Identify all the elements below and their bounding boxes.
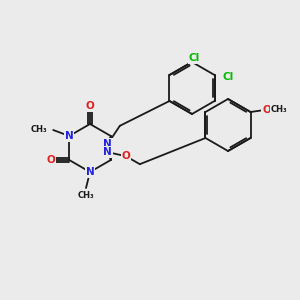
Text: Cl: Cl xyxy=(188,53,200,63)
Text: N: N xyxy=(65,131,74,141)
Text: N: N xyxy=(103,139,112,149)
Text: O: O xyxy=(47,155,56,165)
Text: Cl: Cl xyxy=(223,72,234,82)
Text: CH₃: CH₃ xyxy=(270,106,287,115)
Text: N: N xyxy=(85,167,94,177)
Text: O: O xyxy=(262,105,271,115)
Text: N: N xyxy=(103,147,112,157)
Text: O: O xyxy=(122,151,130,161)
Text: CH₃: CH₃ xyxy=(78,190,94,200)
Text: CH₃: CH₃ xyxy=(31,125,47,134)
Text: O: O xyxy=(85,101,94,111)
